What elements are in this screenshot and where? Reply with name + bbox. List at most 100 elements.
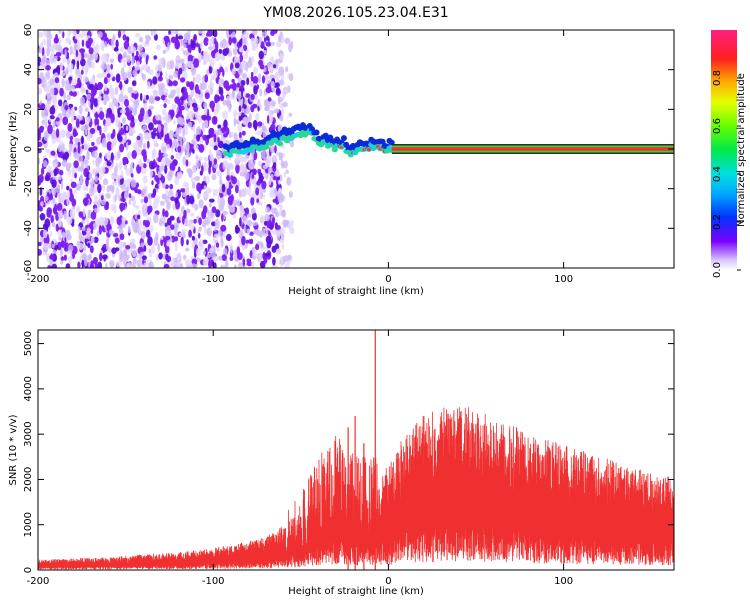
noise-dot [222, 48, 229, 56]
noise-dot [99, 152, 102, 159]
noise-dot [193, 144, 199, 151]
noise-dot [82, 75, 89, 83]
noise-dot [111, 186, 115, 194]
noise-dot [38, 47, 43, 54]
noise-dot [253, 93, 258, 101]
noise-dot [43, 242, 49, 251]
noise-dot [148, 69, 154, 75]
noise-dot [252, 76, 259, 85]
noise-dot [276, 230, 281, 237]
noise-dot [98, 224, 102, 235]
noise-dot [179, 117, 186, 126]
noise-dot [171, 30, 177, 33]
noise-dot [221, 38, 227, 49]
noise-dot [55, 33, 58, 44]
noise-dot [104, 53, 109, 62]
noise-dot [214, 189, 219, 196]
noise-dot [51, 51, 54, 59]
noise-dot [46, 165, 53, 173]
noise-scatter [38, 30, 295, 268]
noise-dot [203, 119, 209, 129]
noise-dot [222, 210, 228, 216]
noise-dot [50, 150, 56, 156]
noise-dot [101, 184, 106, 192]
noise-dot [46, 38, 50, 48]
noise-dot [202, 74, 205, 84]
noise-dot [78, 242, 84, 251]
noise-dot [125, 125, 129, 131]
noise-dot [250, 178, 257, 185]
noise-dot [110, 152, 114, 162]
noise-dot [123, 158, 128, 165]
noise-dot [117, 180, 121, 187]
x-tick-label: -200 [27, 576, 50, 587]
noise-dot [289, 73, 294, 82]
noise-dot [93, 50, 98, 61]
noise-dot [85, 117, 90, 125]
noise-dot [179, 58, 185, 64]
noise-dot [97, 125, 100, 131]
noise-dot [255, 187, 260, 196]
noise-dot [58, 236, 62, 241]
noise-dot [87, 255, 91, 262]
noise-dot [61, 143, 65, 153]
noise-dot [154, 96, 161, 101]
noise-dot [266, 75, 272, 84]
noise-dot [221, 213, 224, 223]
snr-y-axis-label: SNR (10 * v/v) [8, 414, 19, 485]
noise-dot [274, 145, 277, 154]
noise-dot [199, 239, 204, 245]
noise-dot [89, 186, 95, 197]
noise-dot [38, 249, 42, 256]
noise-dot [119, 233, 125, 241]
noise-dot [251, 212, 257, 221]
noise-dot [152, 76, 158, 85]
noise-dot [229, 84, 234, 89]
noise-dot [270, 101, 276, 107]
noise-dot [40, 201, 44, 207]
noise-dot [204, 106, 207, 113]
noise-dot [68, 244, 74, 252]
noise-dot [143, 202, 148, 212]
noise-dot [246, 77, 250, 86]
noise-dot [120, 58, 127, 63]
noise-dot [183, 254, 187, 261]
noise-dot [238, 39, 243, 47]
noise-dot [191, 235, 195, 241]
noise-dot [182, 156, 187, 166]
noise-dot [160, 235, 164, 241]
noise-dot [143, 188, 147, 194]
noise-dot [170, 224, 175, 231]
noise-dot [219, 179, 223, 186]
noise-dot [126, 54, 131, 63]
noise-dot [280, 160, 285, 167]
noise-dot [97, 183, 102, 194]
noise-dot [240, 163, 245, 172]
y-tick-label: 4000 [23, 376, 34, 401]
noise-dot [267, 62, 273, 70]
noise-dot [241, 235, 246, 246]
noise-dot [185, 259, 191, 267]
noise-dot [231, 82, 237, 91]
noise-dot [65, 37, 71, 44]
noise-dot [250, 207, 256, 214]
noise-dot [42, 229, 48, 239]
noise-dot [43, 30, 48, 37]
noise-dot [188, 110, 194, 120]
noise-dot [55, 186, 60, 193]
noise-dot [148, 105, 154, 110]
noise-dot [236, 93, 242, 100]
noise-dot [90, 235, 95, 244]
noise-dot [97, 73, 103, 79]
noise-dot [257, 73, 262, 84]
noise-dot [98, 83, 104, 88]
noise-dot [38, 174, 44, 183]
noise-dot [124, 191, 129, 200]
noise-dot [148, 248, 152, 253]
noise-dot [198, 199, 204, 209]
noise-dot [272, 198, 278, 203]
noise-dot [196, 193, 201, 200]
noise-dot [177, 35, 184, 40]
noise-dot [221, 254, 227, 261]
